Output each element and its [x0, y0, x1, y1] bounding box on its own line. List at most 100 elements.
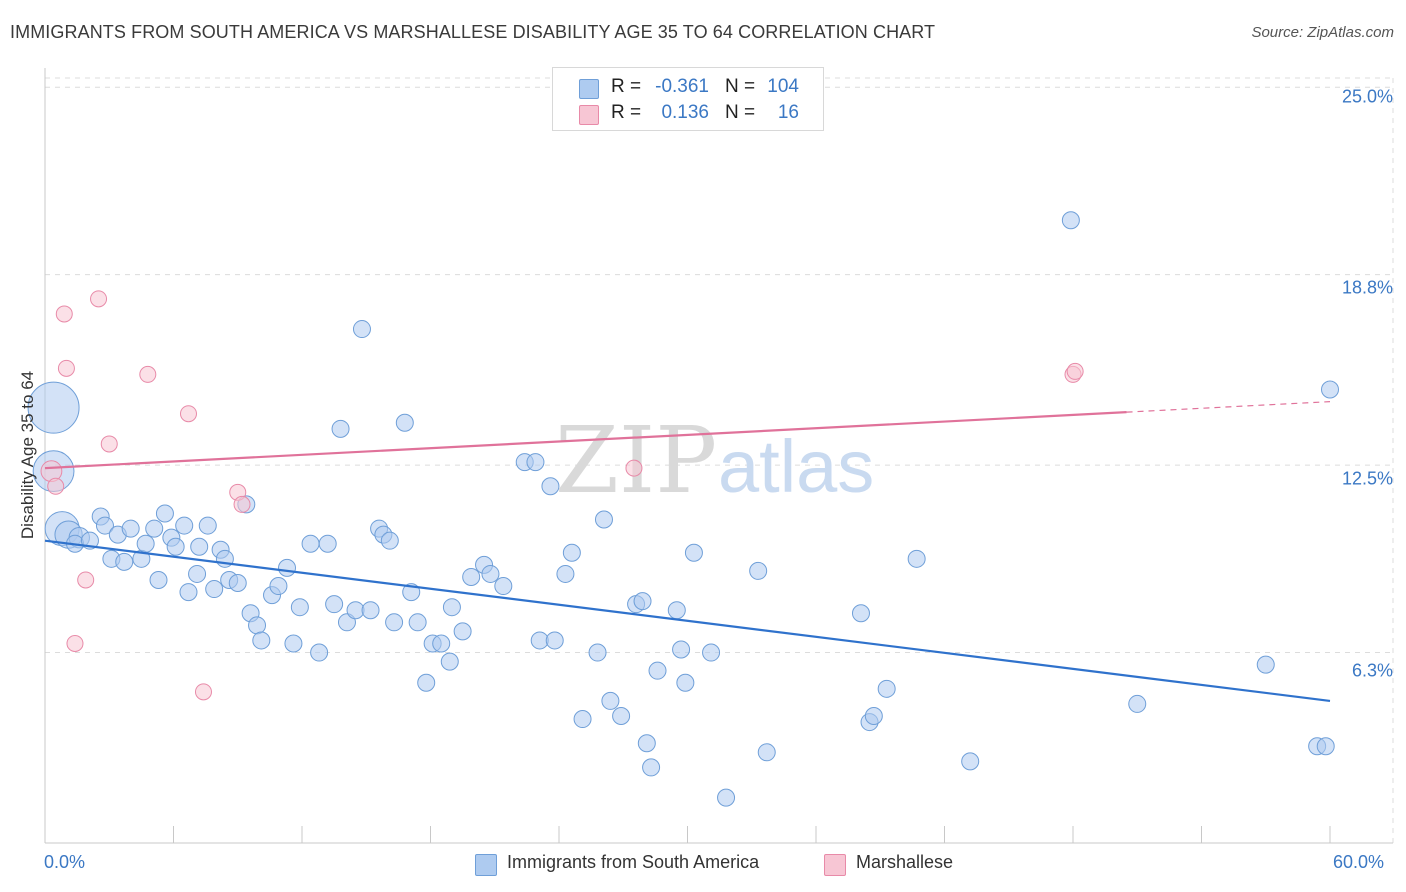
point-marshallese: [194, 683, 212, 701]
point-south-america: [27, 381, 80, 434]
point-south-america: [530, 631, 549, 650]
legend-row-pink: R = 0.136 N = 16: [553, 102, 823, 126]
point-south-america: [318, 534, 337, 553]
source-label: Source: ZipAtlas.com: [1251, 24, 1394, 41]
point-south-america: [166, 537, 185, 556]
point-south-america: [1256, 655, 1275, 674]
point-marshallese: [100, 435, 118, 453]
point-south-america: [877, 679, 896, 698]
point-south-america: [115, 552, 134, 571]
point-south-america: [562, 543, 581, 562]
point-south-america: [907, 549, 926, 568]
point-south-america: [541, 477, 560, 496]
trend-line-marshallese-extension: [1126, 401, 1331, 413]
point-south-america: [417, 673, 436, 692]
point-south-america: [667, 601, 686, 620]
point-south-america: [702, 643, 721, 662]
point-south-america: [175, 516, 194, 535]
point-south-america: [205, 580, 224, 599]
x-tick-min: 0.0%: [44, 852, 86, 872]
legend-n-label: N =: [725, 102, 756, 123]
point-marshallese: [57, 359, 75, 377]
point-south-america: [545, 631, 564, 650]
y-tick-25-0: 25.0%: [1341, 86, 1393, 107]
point-south-america: [851, 604, 870, 623]
legend-n-label: N =: [725, 76, 756, 97]
point-south-america: [408, 613, 427, 632]
point-south-america: [121, 519, 140, 538]
point-south-america: [352, 320, 371, 339]
point-south-america: [612, 707, 631, 726]
legend-r-label: R =: [611, 76, 642, 97]
point-south-america: [228, 574, 247, 593]
point-south-america: [637, 734, 656, 753]
point-marshallese: [625, 459, 643, 477]
trend-line-south-america: [44, 539, 1331, 703]
point-south-america: [1316, 737, 1335, 756]
series-label-pink: Marshallese: [856, 852, 954, 872]
legend-r-value: -0.361: [655, 76, 709, 97]
point-south-america: [284, 634, 303, 653]
point-marshallese: [179, 405, 197, 423]
point-marshallese: [90, 290, 108, 308]
point-south-america: [526, 453, 545, 472]
point-south-america: [395, 413, 414, 432]
point-south-america: [1128, 694, 1147, 713]
point-south-america: [198, 516, 217, 535]
legend-r-value: 0.136: [661, 102, 709, 123]
point-south-america: [248, 616, 267, 635]
point-south-america: [633, 592, 652, 611]
point-marshallese: [233, 495, 251, 513]
point-south-america: [155, 504, 174, 523]
point-south-america: [864, 707, 883, 726]
point-south-america: [252, 631, 271, 650]
watermark-atlas: atlas: [718, 425, 874, 508]
point-south-america: [188, 564, 207, 583]
point-south-america: [361, 601, 380, 620]
points: [27, 211, 1339, 807]
point-south-america: [290, 598, 309, 617]
point-south-america: [717, 788, 736, 807]
point-marshallese: [77, 571, 95, 589]
point-south-america: [749, 561, 768, 580]
series-legend: Immigrants from South America Marshalles…: [0, 852, 1406, 878]
legend-row-blue: R = -0.361 N = 104: [553, 76, 823, 100]
trend-lines: [44, 401, 1331, 703]
point-south-america: [179, 583, 198, 602]
point-south-america: [672, 640, 691, 659]
point-south-america: [136, 534, 155, 553]
series-label-blue: Immigrants from South America: [507, 852, 760, 872]
point-south-america: [601, 691, 620, 710]
point-marshallese: [55, 305, 73, 323]
point-south-america: [1061, 211, 1080, 230]
point-south-america: [278, 558, 297, 577]
y-tick-6-3: 6.3%: [1351, 660, 1393, 681]
point-south-america: [588, 643, 607, 662]
legend-n-value: 16: [777, 102, 799, 123]
y-tick-18-8: 18.8%: [1341, 277, 1393, 298]
chart-title: IMMIGRANTS FROM SOUTH AMERICA VS MARSHAL…: [10, 22, 936, 42]
point-south-america: [556, 564, 575, 583]
point-south-america: [676, 673, 695, 692]
correlation-legend: R = -0.361 N = 104 R = 0.136 N = 16: [552, 67, 824, 131]
point-south-america: [462, 567, 481, 586]
point-south-america: [1321, 380, 1339, 399]
legend-r-label: R =: [611, 102, 642, 123]
point-south-america: [269, 577, 288, 596]
point-south-america: [648, 661, 667, 680]
point-south-america: [301, 534, 320, 553]
x-tick-max: 60.0%: [1333, 852, 1385, 872]
point-south-america: [380, 531, 399, 550]
point-marshallese: [1066, 362, 1084, 380]
point-south-america: [310, 643, 329, 662]
point-south-america: [432, 634, 451, 653]
y-tick-12-5: 12.5%: [1341, 468, 1393, 489]
point-marshallese: [47, 477, 65, 495]
point-south-america: [95, 516, 114, 535]
point-marshallese: [139, 365, 157, 383]
point-south-america: [190, 537, 209, 556]
point-south-america: [757, 743, 776, 762]
point-south-america: [442, 598, 461, 617]
series-swatch-blue: [475, 854, 497, 876]
